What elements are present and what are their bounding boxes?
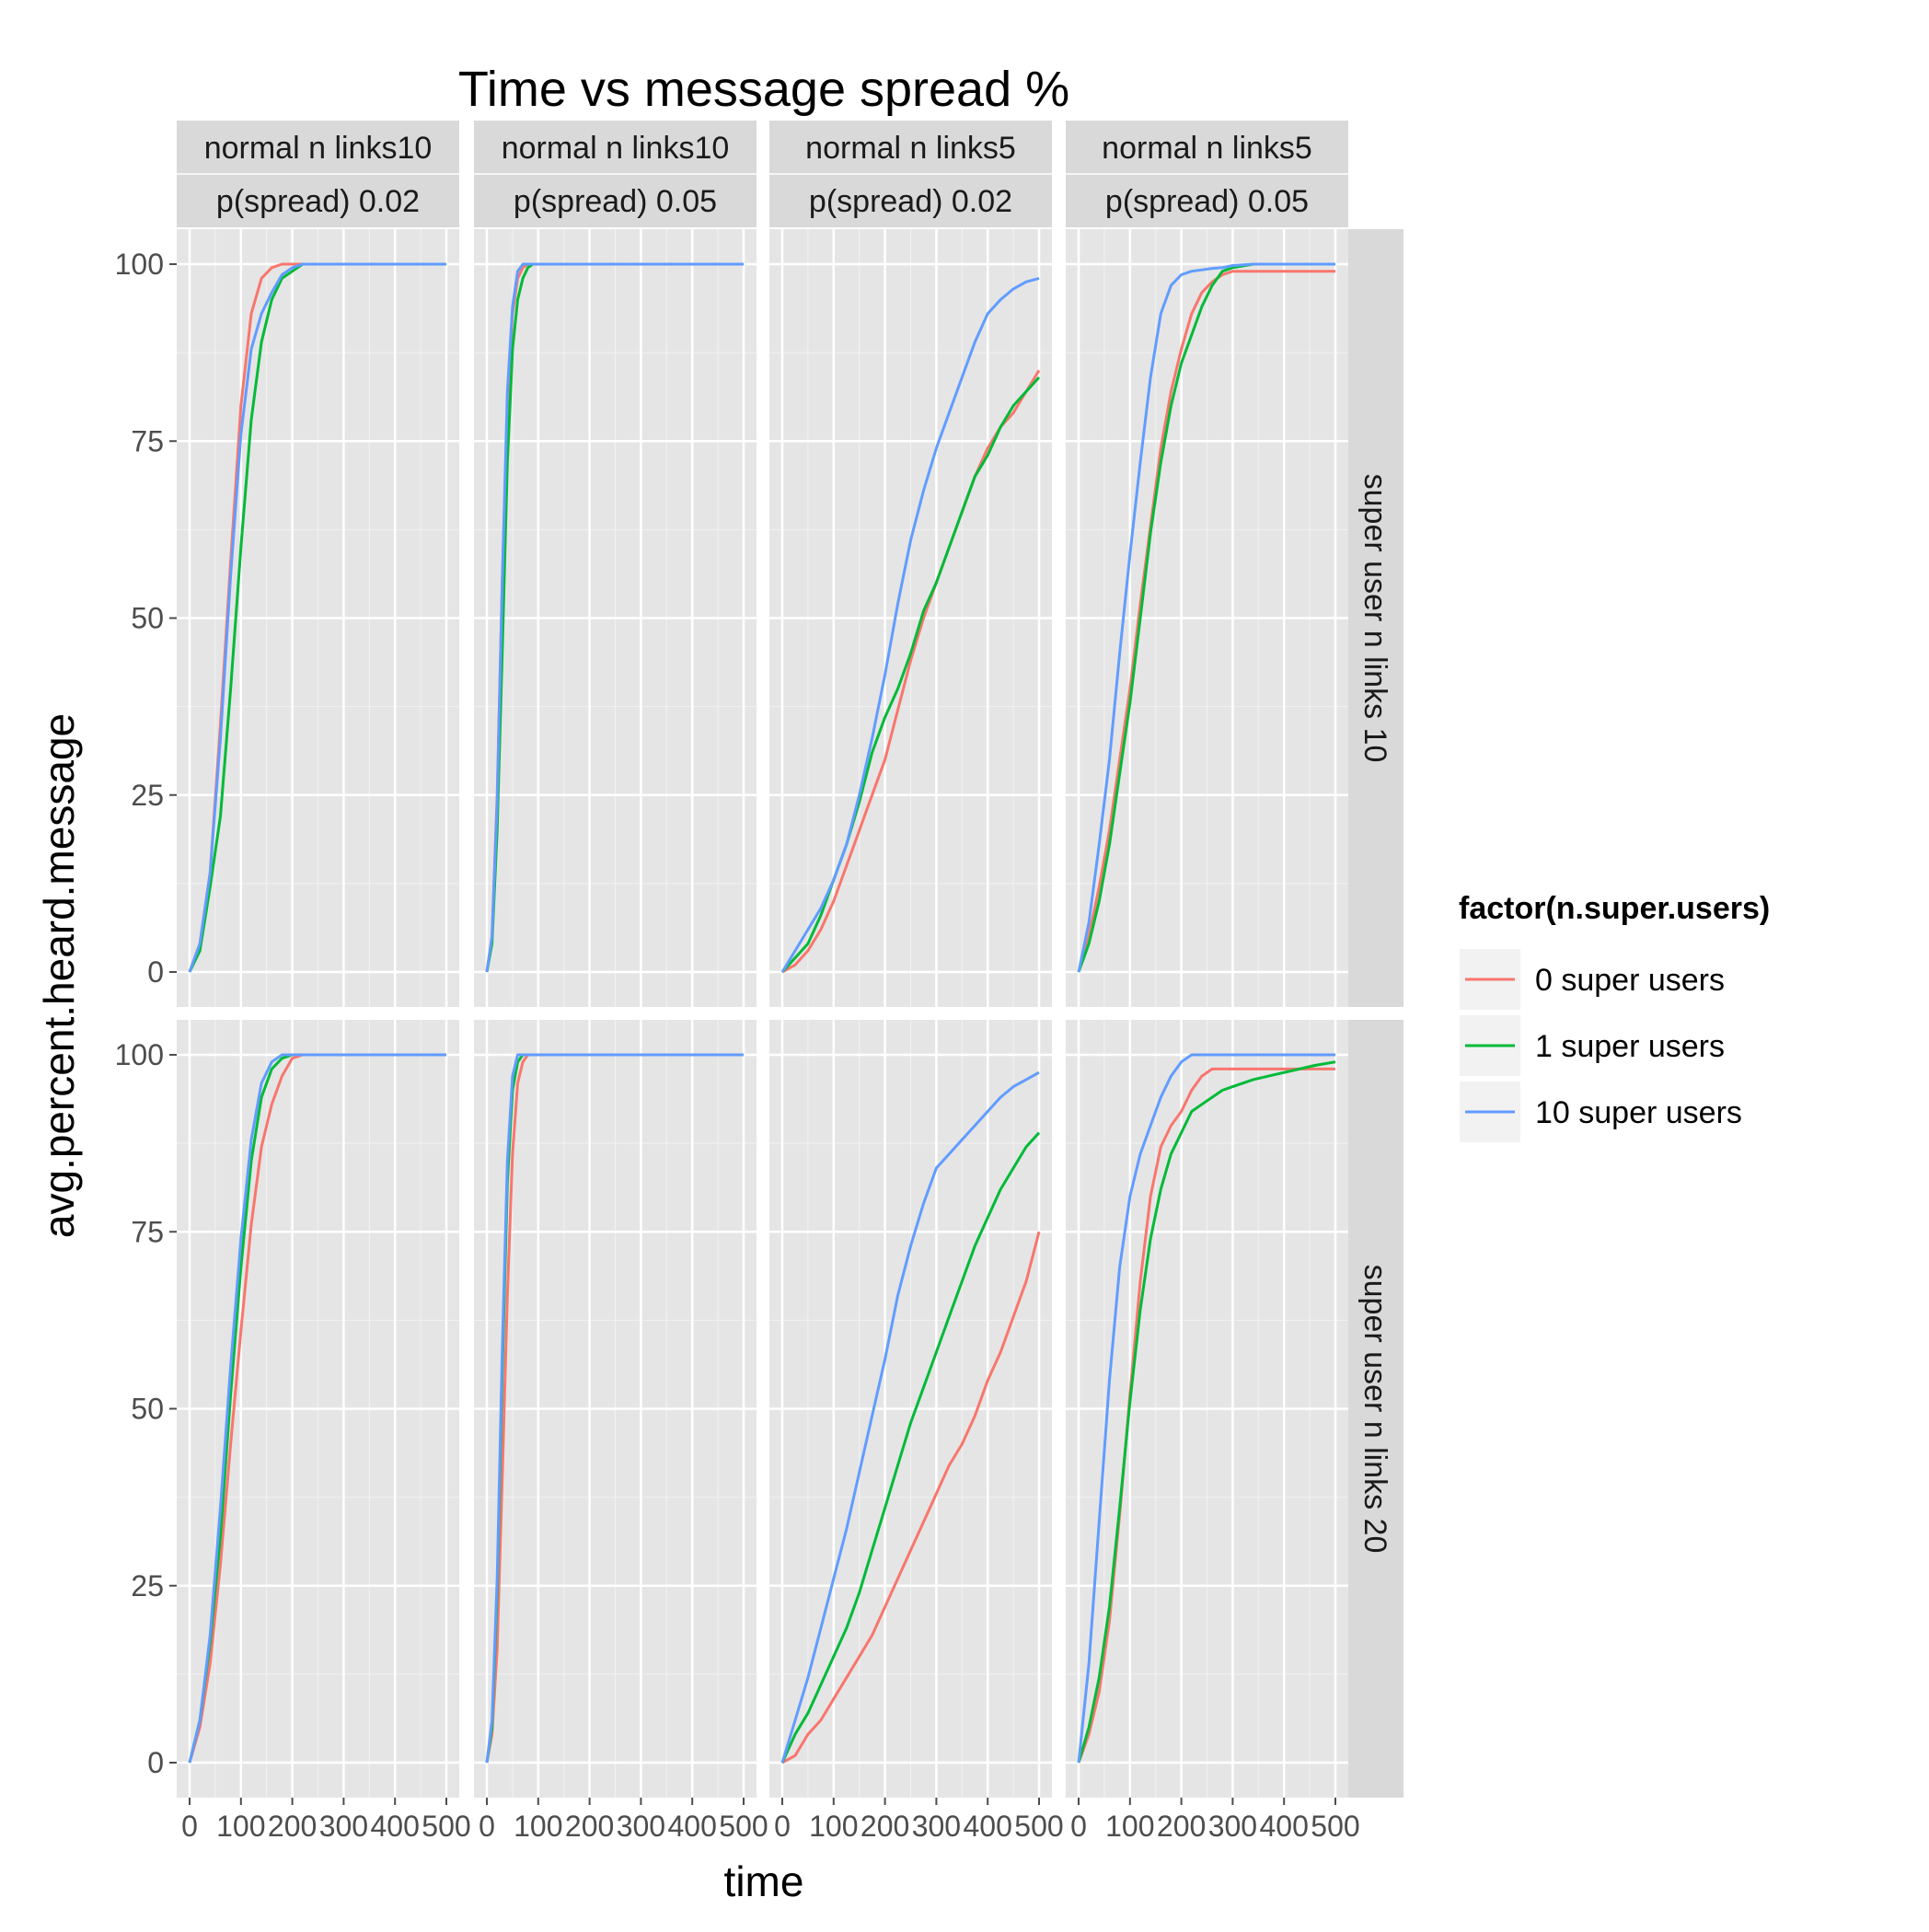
y-tick-label: 0 — [147, 955, 164, 989]
series-line — [780, 376, 1041, 974]
x-tick-label: 500 — [1014, 1810, 1063, 1843]
legend-item: 1 super users — [1458, 1013, 1725, 1078]
strip-background — [1348, 229, 1403, 1007]
x-tick-label: 100 — [809, 1810, 858, 1843]
strip-label: normal n links10 — [204, 131, 433, 166]
y-tick-label: 75 — [131, 1215, 164, 1248]
y-axis-label: avg.percent.heard.message — [35, 713, 83, 1238]
facet-panel — [177, 1020, 459, 1798]
facet-panel — [474, 229, 757, 1007]
y-tick-label: 75 — [131, 424, 164, 457]
series-line — [1077, 270, 1335, 973]
x-tick-label: 200 — [861, 1810, 909, 1843]
facet-panel — [474, 1020, 757, 1798]
facet-panel — [769, 1020, 1052, 1798]
series-line — [781, 1231, 1041, 1764]
x-tick-label: 200 — [268, 1810, 317, 1843]
strip-label: normal n links5 — [1102, 131, 1312, 166]
facet-panel — [1066, 1020, 1348, 1798]
facet-panel — [1066, 229, 1348, 1007]
column-strip: normal n links10 p(spread) 0.05 — [474, 121, 757, 227]
x-tick-label: 0 — [181, 1810, 198, 1843]
x-tick-label: 400 — [371, 1810, 420, 1843]
y-tick-label: 50 — [131, 602, 164, 635]
column-strip: normal n links10 p(spread) 0.02 — [177, 121, 459, 227]
x-tick-label: 300 — [1208, 1810, 1257, 1843]
x-tick-label: 0 — [774, 1810, 791, 1843]
series-line — [780, 276, 1040, 973]
facet-panel — [769, 229, 1052, 1007]
legend-title: factor(n.super.users) — [1459, 891, 1770, 926]
strip-background — [1348, 1020, 1403, 1798]
x-tick-label: 100 — [1105, 1810, 1154, 1843]
strip-label: p(spread) 0.05 — [1105, 184, 1309, 219]
series-line — [485, 1053, 744, 1764]
x-tick-label: 500 — [719, 1810, 768, 1843]
legend: factor(n.super.users) 0 super users 1 sup… — [1458, 891, 1770, 1144]
series-line — [780, 1070, 1040, 1764]
x-tick-label: 100 — [216, 1810, 265, 1843]
y-tick-label: 25 — [131, 1569, 164, 1602]
legend-item: 10 super users — [1458, 1080, 1742, 1144]
series-line — [1077, 262, 1335, 973]
strip-label: p(spread) 0.05 — [514, 184, 717, 219]
series-line — [1077, 1067, 1335, 1764]
strip-label: p(spread) 0.02 — [216, 184, 420, 219]
y-tick-label: 25 — [131, 779, 164, 812]
y-tick-label: 100 — [115, 1038, 164, 1071]
x-tick-label: 200 — [1157, 1810, 1206, 1843]
strip-label: normal n links10 — [502, 131, 730, 166]
y-tick-label: 0 — [147, 1746, 164, 1779]
x-tick-label: 300 — [912, 1810, 961, 1843]
series-line — [1077, 1053, 1335, 1764]
column-strip: normal n links5 p(spread) 0.05 — [1066, 121, 1348, 227]
legend-label: 0 super users — [1535, 963, 1725, 998]
facet-panel — [177, 229, 459, 1007]
x-tick-label: 100 — [514, 1810, 562, 1843]
y-tick-label: 100 — [115, 248, 164, 281]
series-line — [188, 262, 446, 973]
legend-item: 0 super users — [1458, 947, 1725, 1012]
series-line — [780, 1131, 1041, 1764]
legend-label: 1 super users — [1535, 1029, 1725, 1064]
row-strip: super user n links 20 — [1348, 1020, 1403, 1798]
legend-label: 10 super users — [1535, 1095, 1742, 1130]
strip-label: normal n links5 — [805, 131, 1016, 166]
series-line — [188, 1053, 446, 1764]
strip-label: p(spread) 0.02 — [809, 184, 1012, 219]
x-tick-label: 0 — [479, 1810, 495, 1843]
x-tick-label: 500 — [422, 1810, 470, 1843]
x-tick-label: 400 — [964, 1810, 1012, 1843]
strip-label: super user n links 10 — [1357, 474, 1392, 763]
x-tick-label: 300 — [617, 1810, 665, 1843]
series-line — [1077, 1060, 1336, 1764]
column-strip: normal n links5 p(spread) 0.02 — [769, 121, 1052, 227]
chart-title: Time vs message spread % — [458, 62, 1069, 117]
series-line — [1077, 262, 1335, 973]
x-tick-label: 200 — [565, 1810, 614, 1843]
x-tick-label: 400 — [1260, 1810, 1309, 1843]
row-strip: super user n links 10 — [1348, 229, 1403, 1007]
x-tick-label: 500 — [1311, 1810, 1359, 1843]
x-tick-label: 400 — [668, 1810, 717, 1843]
strip-label: super user n links 20 — [1357, 1265, 1392, 1554]
series-line — [485, 262, 744, 973]
x-axis-label: time — [724, 1857, 804, 1905]
x-tick-label: 0 — [1070, 1810, 1087, 1843]
y-tick-label: 50 — [131, 1393, 164, 1426]
x-tick-label: 300 — [319, 1810, 368, 1843]
